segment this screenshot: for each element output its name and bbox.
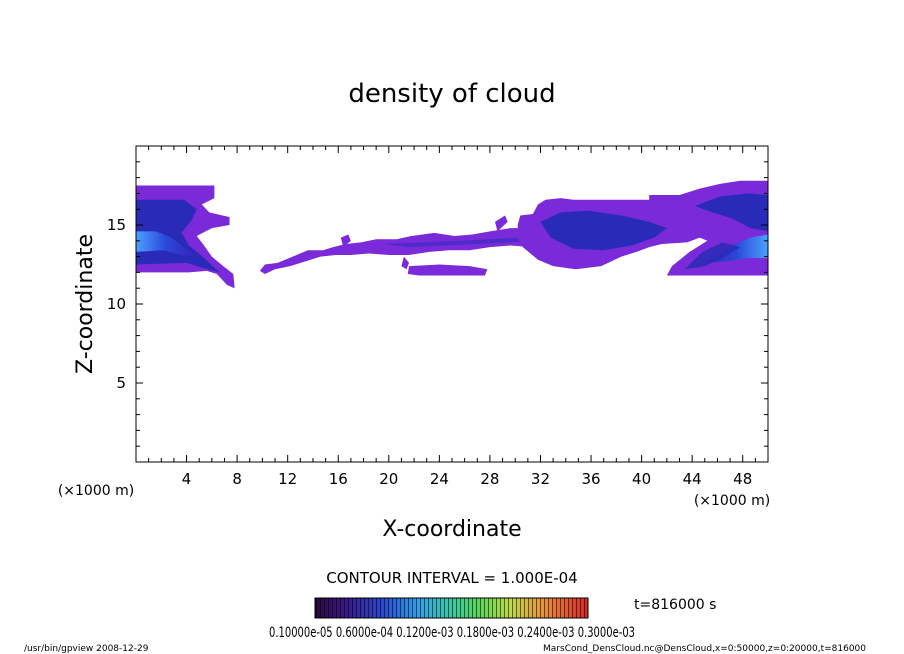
chart-title: density of cloud: [348, 79, 555, 109]
x-unit-right-label: (×1000 m): [694, 493, 770, 509]
footer-left: /usr/bin/gpview 2008-12-29: [24, 644, 149, 654]
time-label: t=816000 s: [634, 597, 716, 613]
x-tick-label: 48: [733, 470, 752, 488]
middle-band-core: [383, 237, 533, 248]
x-tick-label: 32: [531, 470, 550, 488]
footer-right: MarsCond_DensCloud.nc@DensCloud,x=0:5000…: [543, 644, 866, 654]
x-tick-label: 36: [581, 470, 600, 488]
right-cloud-lower-core: [684, 242, 741, 270]
colorbar-labels: 0.10000e-05 0.6000e-04 0.1200e-03 0.1800…: [269, 625, 635, 641]
x-axis-ticks: 4 8 12 16 20 24 28 32 36 40 44 48: [135, 146, 769, 488]
y-tick-label: 10: [107, 295, 126, 313]
x-tick-label: 28: [480, 470, 499, 488]
x-axis-label: X-coordinate: [382, 517, 521, 542]
middle-band-blob-2: [401, 256, 410, 270]
y-axis-label: Z-coordinate: [73, 234, 98, 374]
left-cloud-bright: [136, 231, 197, 257]
right-cloud-core: [540, 210, 667, 251]
plot-frame: [135, 145, 769, 463]
middle-band-blob: [340, 234, 351, 248]
x-unit-left-label: (×1000 m): [58, 483, 134, 499]
cloud-density-field: [136, 180, 768, 289]
x-tick-label: 4: [182, 470, 192, 488]
x-tick-label: 12: [278, 470, 297, 488]
x-tick-label: 8: [232, 470, 242, 488]
colorbar: [314, 597, 589, 619]
x-tick-label: 20: [379, 470, 398, 488]
right-cloud-upper-core: [694, 193, 768, 232]
x-tick-label: 16: [329, 470, 348, 488]
left-cloud-core: [136, 199, 220, 273]
y-tick-label: 5: [116, 374, 126, 392]
x-tick-label: 40: [632, 470, 651, 488]
contour-interval: CONTOUR INTERVAL = 1.000E-04: [326, 569, 577, 587]
lower-strip-region: [407, 264, 488, 276]
y-axis-ticks: 5 10 15: [107, 145, 768, 463]
x-tick-label: 24: [430, 470, 449, 488]
y-tick-label: 15: [107, 216, 126, 234]
middle-band-region: [259, 228, 549, 274]
x-tick-label: 44: [683, 470, 702, 488]
right-cloud-blob: [494, 215, 508, 232]
